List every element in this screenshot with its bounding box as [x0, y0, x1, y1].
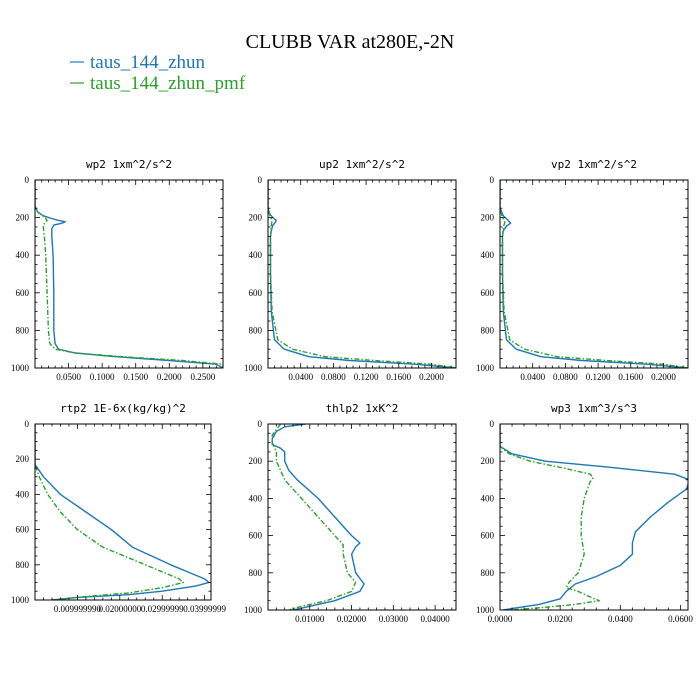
x-tick-label: 0.01000 — [295, 614, 325, 624]
series-line-zhun — [500, 424, 688, 610]
plot-frame — [267, 179, 457, 369]
y-tick-label: 800 — [481, 568, 495, 578]
y-tick-label: 200 — [249, 456, 263, 466]
x-tick-label: 0.1600 — [618, 372, 643, 382]
plot-frame — [34, 423, 212, 601]
x-tick-label: 0.2000 — [157, 372, 182, 382]
y-tick-label: 800 — [481, 325, 495, 335]
y-tick-label: 400 — [481, 250, 495, 260]
y-tick-label: 600 — [16, 288, 30, 298]
x-tick-label: 0.1000 — [90, 372, 115, 382]
x-tick-label: 0.1200 — [354, 372, 379, 382]
x-tick-label: 0.02999999 — [141, 604, 184, 614]
panel-title: wp3 1xm^3/s^3 — [551, 402, 637, 415]
y-tick-label: 0 — [258, 175, 263, 185]
x-tick-label: 0.2000 — [419, 372, 444, 382]
panel-4: rtp2 1E-6x(kg/kg)^2 0 200 400 600 800 1000 0.00… — [11, 402, 227, 614]
plot-frame — [34, 179, 224, 369]
x-tick-label: 0.0400 — [520, 372, 545, 382]
x-tick-label: 0.0500 — [56, 372, 81, 382]
x-tick-label: 0.04000 — [420, 614, 450, 624]
y-tick-label: 1000 — [476, 363, 495, 373]
series-line-zhun-pmf — [35, 180, 223, 368]
x-tick-label: 0.0000 — [488, 614, 513, 624]
series-line-zhun-pmf — [35, 424, 185, 600]
legend-label-zhun-pmf: taus_144_zhun_pmf — [90, 73, 246, 94]
y-tick-label: 800 — [249, 568, 263, 578]
y-tick-label: 600 — [249, 288, 263, 298]
y-tick-label: 800 — [249, 325, 263, 335]
y-tick-label: 200 — [481, 456, 495, 466]
x-tick-label: 0.1600 — [386, 372, 411, 382]
x-tick-label: 0.2000 — [651, 372, 676, 382]
y-tick-label: 1000 — [11, 595, 30, 605]
legend: taus_144_zhun taus_144_zhun_pmf — [70, 52, 246, 94]
y-tick-label: 0 — [25, 175, 30, 185]
y-tick-label: 200 — [16, 213, 30, 223]
y-tick-label: 600 — [16, 525, 30, 535]
series-line-zhun — [500, 180, 688, 368]
panel-title: rtp2 1E-6x(kg/kg)^2 — [60, 402, 186, 415]
y-tick-label: 800 — [16, 325, 30, 335]
y-tick-label: 600 — [481, 288, 495, 298]
series-line-zhun-pmf — [500, 180, 688, 368]
y-tick-label: 400 — [249, 250, 263, 260]
panel-title: vp2 1xm^2/s^2 — [551, 158, 637, 171]
y-tick-label: 200 — [16, 454, 30, 464]
x-tick-label: 0.0200 — [548, 614, 573, 624]
panel-2: up2 1xm^2/s^2 0 200 400 600 800 1000 0.0400 0.08… — [244, 158, 457, 382]
series-line-zhun-pmf — [500, 424, 600, 610]
series-line-zhun — [268, 180, 456, 368]
y-tick-label: 0 — [25, 419, 30, 429]
series-line-zhun — [271, 424, 365, 610]
y-tick-label: 600 — [249, 531, 263, 541]
y-tick-label: 200 — [249, 213, 263, 223]
y-tick-label: 0 — [490, 175, 495, 185]
y-tick-label: 1000 — [244, 363, 263, 373]
series-line-zhun-pmf — [268, 180, 456, 368]
panel-title: up2 1xm^2/s^2 — [319, 158, 405, 171]
x-tick-label: 0.0600 — [668, 614, 693, 624]
x-tick-label: 0.03000 — [379, 614, 409, 624]
y-tick-label: 1000 — [11, 363, 30, 373]
series-line-zhun-pmf — [271, 424, 357, 610]
y-tick-label: 0 — [258, 419, 263, 429]
y-tick-label: 600 — [481, 531, 495, 541]
y-tick-label: 400 — [16, 489, 30, 499]
panel-title: thlp2 1xK^2 — [326, 402, 399, 415]
y-tick-label: 200 — [481, 213, 495, 223]
series-line-zhun — [35, 180, 223, 368]
panel-1: wp2 1xm^2/s^2 0 200 400 600 800 1000 0.0500 0.10… — [11, 158, 224, 382]
x-tick-label: 0.0400 — [608, 614, 633, 624]
y-tick-label: 1000 — [244, 605, 263, 615]
panel-title: wp2 1xm^2/s^2 — [86, 158, 172, 171]
y-tick-label: 400 — [16, 250, 30, 260]
x-tick-label: 0.1200 — [586, 372, 611, 382]
panels: wp2 1xm^2/s^2 0 200 400 600 800 1000 0.0500 0.10… — [11, 158, 693, 624]
legend-label-zhun: taus_144_zhun — [90, 52, 206, 73]
y-tick-label: 800 — [16, 560, 30, 570]
y-tick-label: 1000 — [476, 605, 495, 615]
x-tick-label: 0.02000 — [337, 614, 367, 624]
y-tick-label: 400 — [481, 493, 495, 503]
y-tick-label: 400 — [249, 493, 263, 503]
panel-3: vp2 1xm^2/s^2 0 200 400 600 800 1000 0.0400 0.08… — [476, 158, 689, 382]
figure-title: CLUBB VAR at280E,-2N — [246, 31, 455, 53]
x-tick-label: 0.0400 — [288, 372, 313, 382]
x-tick-label: 0.009999990 — [54, 604, 102, 614]
plot-frame — [499, 179, 689, 369]
x-tick-label: 0.02000000 — [98, 604, 141, 614]
y-tick-label: 0 — [490, 419, 495, 429]
plot-frame — [499, 423, 689, 611]
x-tick-label: 0.0800 — [553, 372, 578, 382]
x-tick-label: 0.0800 — [321, 372, 346, 382]
x-tick-label: 0.2500 — [190, 372, 215, 382]
x-tick-label: 0.03999999 — [183, 604, 226, 614]
series-line-zhun — [35, 424, 210, 600]
x-tick-label: 0.1500 — [123, 372, 148, 382]
panel-5: thlp2 1xK^2 0 200 400 600 800 1000 0.01000 0.020… — [244, 402, 457, 624]
